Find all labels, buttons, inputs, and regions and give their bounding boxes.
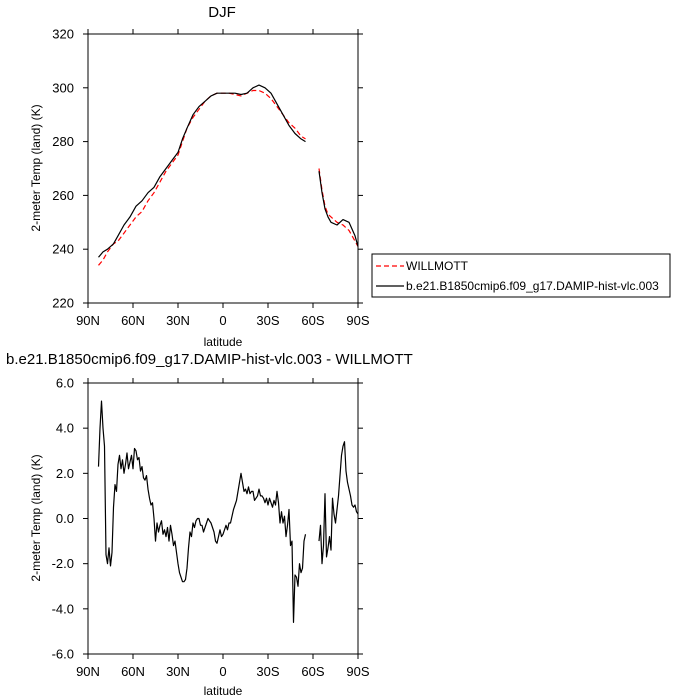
top-series-line-b-e21-b1850cmip6-f09-g17-damip-hist-vlc-003 <box>98 84 306 258</box>
bottom-x-tick-label: 60N <box>121 664 145 679</box>
bottom-y-tick-label: -6.0 <box>52 647 74 662</box>
bottom-y-tick-label: 0.0 <box>56 511 74 526</box>
top-legend: WILLMOTT b.e21.B1850cmip6.f09_g17.DAMIP-… <box>371 253 671 298</box>
bottom-x-tick-label: 30S <box>256 664 279 679</box>
bottom-x-axis-label: latitude <box>204 684 243 698</box>
top-series-line-b-e21-b1850cmip6-f09-g17-damip-hist-vlc-003 <box>318 171 359 247</box>
top-panel: DJF 90N 60N 30N 0 30S 60S 90S 220 240 260 280 300 3… <box>29 4 671 349</box>
legend-label-willmott: WILLMOTT <box>406 259 469 273</box>
bottom-y-ticks: -6.0 -4.0 -2.0 0.0 2.0 4.0 6.0 <box>52 376 363 662</box>
bottom-y-tick-label: 6.0 <box>56 376 74 391</box>
bottom-x-tick-label: 90S <box>346 664 369 679</box>
top-y-tick-label: 300 <box>52 80 74 95</box>
bottom-y-tick-label: -2.0 <box>52 556 74 571</box>
top-x-tick-label: 0 <box>219 313 226 328</box>
top-x-axis-label: latitude <box>204 335 243 349</box>
top-y-tick-label: 220 <box>52 296 74 311</box>
top-x-tick-label: 60N <box>121 313 145 328</box>
bottom-x-tick-label: 60S <box>301 664 324 679</box>
bottom-y-tick-label: 2.0 <box>56 466 74 481</box>
top-y-tick-label: 260 <box>52 188 74 203</box>
top-y-tick-label: 240 <box>52 242 74 257</box>
top-x-tick-label: 30N <box>166 313 190 328</box>
top-x-tick-label: 90S <box>346 313 369 328</box>
top-plot-frame <box>87 33 359 304</box>
bottom-y-tick-label: 4.0 <box>56 421 74 436</box>
legend-label-model: b.e21.B1850cmip6.f09_g17.DAMIP-hist-vlc.… <box>406 279 659 293</box>
bottom-x-ticks: 90N 60N 30N 0 30S 60S 90S <box>76 378 370 679</box>
top-x-tick-label: 30S <box>256 313 279 328</box>
bottom-chart-title: b.e21.B1850cmip6.f09_g17.DAMIP-hist-vlc.… <box>6 351 413 368</box>
top-series-lines <box>98 84 359 266</box>
top-y-tick-label: 280 <box>52 134 74 149</box>
legend-box <box>371 253 671 298</box>
top-chart-title: DJF <box>208 4 236 21</box>
bottom-plot-frame <box>87 382 359 655</box>
bottom-x-tick-label: 30N <box>166 664 190 679</box>
bottom-series-line-series <box>318 441 359 565</box>
top-x-tick-label: 90N <box>76 313 100 328</box>
bottom-panel: b.e21.B1850cmip6.f09_g17.DAMIP-hist-vlc.… <box>6 351 413 698</box>
bottom-y-tick-label: -4.0 <box>52 601 74 616</box>
top-x-ticks: 90N 60N 30N 0 30S 60S 90S <box>76 29 370 328</box>
top-x-tick-label: 60S <box>301 313 324 328</box>
top-y-tick-label: 320 <box>52 27 74 42</box>
bottom-x-tick-label: 90N <box>76 664 100 679</box>
top-series-line-willmott <box>98 89 306 266</box>
top-y-ticks: 220 240 260 280 300 320 <box>52 27 363 311</box>
bottom-y-axis-label: 2-meter Temp (land) (K) <box>29 454 43 581</box>
bottom-series-line-series <box>97 400 307 624</box>
bottom-series-lines <box>97 400 359 624</box>
top-y-axis-label: 2-meter Temp (land) (K) <box>29 104 43 231</box>
bottom-x-tick-label: 0 <box>219 664 226 679</box>
